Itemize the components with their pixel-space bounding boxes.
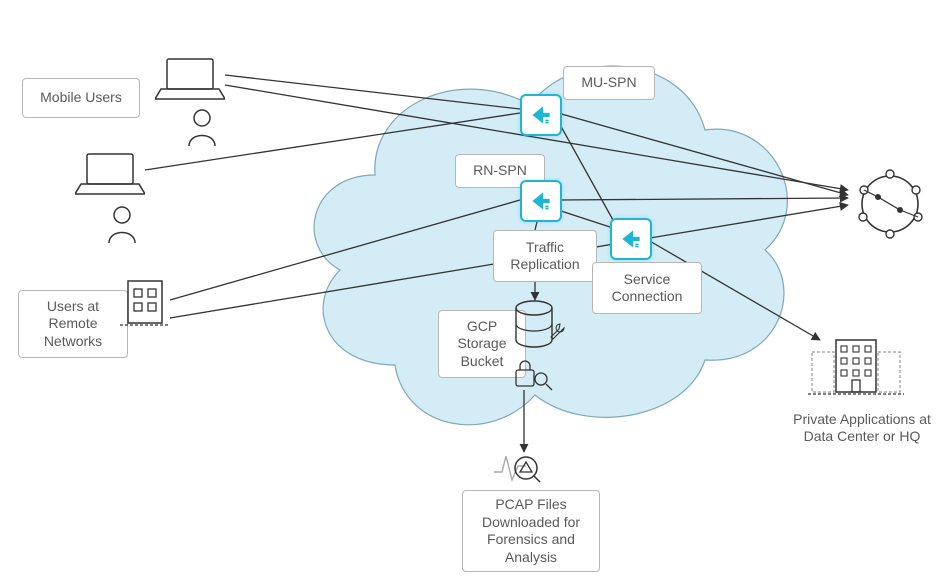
traffic-replication-label: Traffic Replication (493, 230, 597, 282)
user-icon (185, 108, 219, 148)
users-remote-label: Users at Remote Networks (18, 290, 128, 358)
mu-spn-label: MU-SPN (563, 66, 655, 100)
laptop-icon (75, 150, 145, 198)
building-icon (118, 275, 172, 331)
rn-spn-node-icon (520, 180, 562, 222)
magnifier-icon (532, 370, 554, 392)
pcap-label: PCAP Files Downloaded for Forensics and … (462, 490, 600, 572)
laptop-icon (155, 55, 225, 103)
mobile-users-label: Mobile Users (22, 78, 140, 118)
service-connection-label: Service Connection (592, 262, 702, 314)
datacenter-icon (808, 332, 904, 398)
wrench-icon (548, 322, 566, 340)
mu-spn-node-icon (520, 94, 562, 136)
analysis-icon (492, 450, 542, 486)
private-apps-label: Private Applications at Data Center or H… (768, 404, 950, 452)
service-connection-node-icon (610, 218, 652, 260)
network-globe-icon (848, 162, 932, 246)
user-icon (105, 205, 139, 245)
